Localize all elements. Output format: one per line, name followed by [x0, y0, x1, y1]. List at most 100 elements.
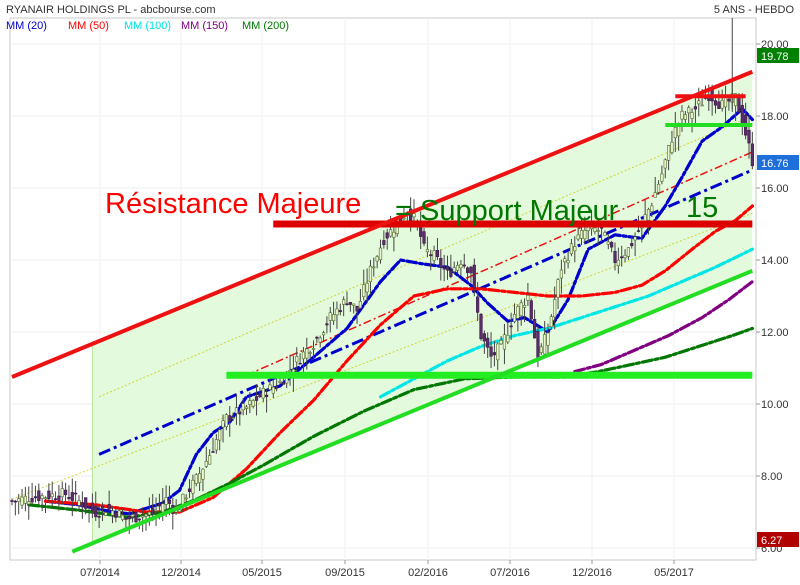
candle	[673, 111, 677, 152]
candle	[687, 105, 691, 126]
candle-body	[23, 495, 28, 504]
candle-body	[177, 509, 182, 512]
candle	[318, 335, 322, 348]
candle-body	[278, 381, 282, 383]
candle-body	[338, 310, 342, 313]
candle	[321, 330, 326, 342]
candle-body	[536, 330, 540, 361]
legend-item: MM (20)	[6, 20, 47, 32]
candle-body	[161, 503, 165, 513]
candle-body	[502, 334, 507, 350]
candle-body	[636, 230, 641, 232]
candle-body	[723, 97, 728, 108]
candle-body	[80, 502, 84, 508]
candle	[301, 347, 306, 375]
candle-body	[331, 314, 336, 322]
badge-last-label: 16.76	[761, 158, 789, 170]
candle	[476, 282, 480, 321]
horizontal-levels	[226, 94, 753, 379]
candle-body	[244, 406, 249, 409]
candle-body	[60, 488, 64, 498]
ma-line	[43, 204, 754, 514]
candle	[543, 321, 547, 356]
candle-body	[643, 214, 647, 222]
candle	[328, 306, 332, 333]
candle-body	[429, 254, 433, 257]
candle-body	[750, 143, 754, 167]
candle-body	[134, 512, 138, 523]
channel-lower-line	[71, 268, 754, 554]
candle	[194, 473, 198, 487]
candle	[154, 497, 158, 527]
candle-body	[335, 308, 339, 316]
candle-body	[569, 243, 574, 255]
candle-body	[151, 508, 155, 515]
candle	[372, 257, 376, 277]
x-tick-label: 12/2014	[161, 567, 201, 579]
candle-body	[683, 114, 687, 120]
candle	[506, 322, 510, 345]
candle	[385, 228, 389, 250]
candle	[10, 498, 14, 506]
candle-body	[556, 279, 560, 298]
candle	[549, 313, 553, 330]
candle-body	[583, 230, 587, 240]
candle	[298, 353, 302, 365]
candle	[234, 394, 239, 425]
candle-body	[549, 316, 553, 327]
candle-body	[117, 510, 121, 517]
candle	[114, 508, 118, 523]
candle	[107, 490, 111, 512]
candle-body	[198, 473, 202, 484]
candle	[90, 493, 94, 518]
candle	[251, 399, 255, 409]
candle	[308, 350, 312, 359]
candle	[496, 342, 500, 371]
candle	[502, 323, 507, 365]
candle-body	[479, 313, 483, 340]
badge-low-label: 6.27	[761, 535, 782, 547]
candle	[80, 491, 84, 519]
candle	[693, 97, 697, 125]
candle	[275, 377, 279, 392]
candle	[717, 90, 721, 109]
candle-body	[157, 503, 162, 507]
candle	[425, 236, 430, 258]
candle	[690, 108, 694, 133]
candle-body	[462, 264, 466, 267]
candle-body	[596, 230, 600, 232]
candle-body	[184, 497, 188, 500]
candle	[616, 247, 620, 274]
candle	[365, 268, 369, 304]
candle-body	[10, 500, 14, 502]
candle	[422, 227, 426, 247]
candle-body	[606, 241, 610, 245]
badge-high-label: 19.78	[761, 51, 789, 63]
candle	[452, 261, 456, 274]
candle-body	[104, 512, 108, 516]
candle-body	[372, 266, 376, 269]
candle-body	[305, 348, 309, 359]
candle-body	[610, 242, 614, 248]
candle	[30, 482, 34, 506]
candle-body	[529, 300, 533, 320]
candle-body	[301, 351, 306, 360]
candle-body	[194, 474, 198, 484]
y-tick-label: 10.00	[761, 399, 789, 411]
candle	[17, 494, 21, 515]
candle-body	[315, 336, 319, 339]
candle	[231, 412, 235, 422]
candle-body	[563, 258, 567, 263]
candle-body	[442, 267, 446, 270]
candle	[526, 282, 530, 306]
ma-line	[573, 280, 754, 374]
candle	[613, 242, 617, 271]
candle-body	[224, 414, 229, 428]
candle-body	[298, 362, 302, 365]
candle-body	[144, 514, 148, 517]
candle	[258, 387, 262, 399]
candle-body	[208, 455, 212, 465]
candle-body	[94, 505, 98, 518]
candle-body	[365, 282, 369, 293]
